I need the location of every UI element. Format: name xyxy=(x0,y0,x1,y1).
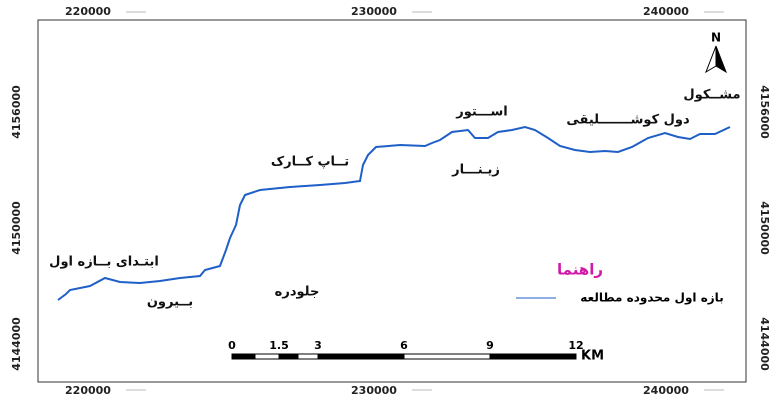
coord-label: 220000 xyxy=(65,384,111,397)
scale-segment xyxy=(317,353,405,360)
scale-label: 9 xyxy=(486,339,494,352)
scale-segment xyxy=(231,353,256,360)
scale-segment xyxy=(403,353,491,360)
place-label: جلودره xyxy=(275,285,320,300)
place-label: زیـنـــار xyxy=(451,163,500,178)
scale-label: 1.5 xyxy=(269,339,289,352)
coord-label: 4144000 xyxy=(758,317,771,371)
scale-label: 3 xyxy=(314,339,322,352)
scale-label: 12 xyxy=(568,339,583,352)
arrow-half xyxy=(715,45,727,74)
place-label: تــاپ کــارک xyxy=(271,155,349,170)
north-arrow: N xyxy=(705,31,727,74)
scale-segment xyxy=(297,353,319,360)
scale-label: 6 xyxy=(400,339,408,352)
scale-bar xyxy=(231,353,577,360)
legend-title: راهنما xyxy=(557,261,603,279)
place-label: ابتـدای بــازه اول xyxy=(49,255,159,270)
legend-item: بازه اول محدوده مطالعه xyxy=(580,291,723,306)
coord-label: 230000 xyxy=(351,5,397,18)
coord-label: 4156000 xyxy=(758,85,771,139)
coord-label: 4144000 xyxy=(10,317,23,371)
scale-segment xyxy=(489,353,577,360)
place-label: بــیرون xyxy=(147,295,193,310)
river xyxy=(57,125,731,301)
coord-label: 240000 xyxy=(643,5,689,18)
coord-label: 240000 xyxy=(643,384,689,397)
place-label: دول کوشـــــــلیقی xyxy=(566,113,690,128)
place-label: مشــکول xyxy=(683,88,740,103)
scale-unit: KM xyxy=(581,349,604,364)
coord-label: 230000 xyxy=(351,384,397,397)
coord-label: 4150000 xyxy=(758,201,771,255)
coord-label: 4156000 xyxy=(10,85,23,139)
north-label: N xyxy=(711,31,721,45)
map-frame xyxy=(37,19,747,383)
coord-label: 220000 xyxy=(65,5,111,18)
frame-ticks xyxy=(126,11,724,391)
coord-label: 4150000 xyxy=(10,201,23,255)
place-label: اســـتور xyxy=(455,105,508,120)
scale-segment xyxy=(254,353,280,360)
scale-segment xyxy=(278,353,299,360)
scale-label: 0 xyxy=(228,339,236,352)
